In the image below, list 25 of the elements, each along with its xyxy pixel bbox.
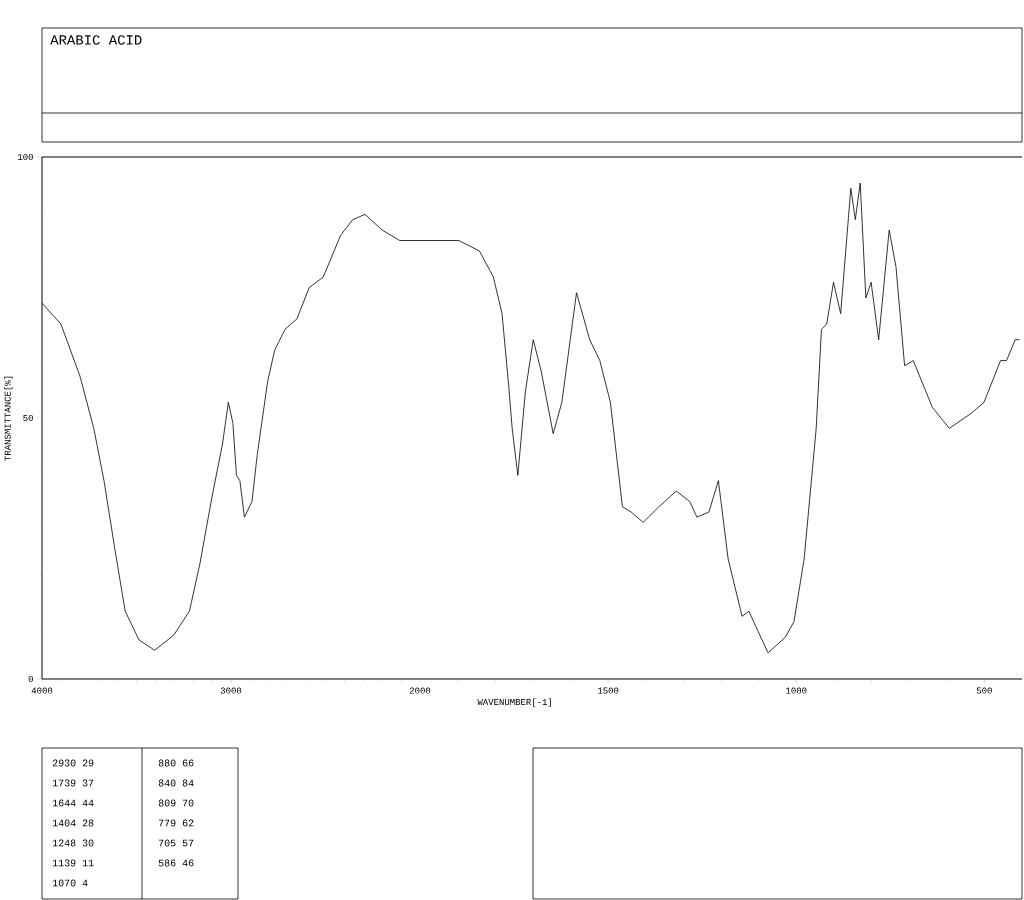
y-tick-label: 100 bbox=[17, 153, 33, 161]
text: 840 84 bbox=[158, 779, 194, 787]
text: 1248 30 bbox=[52, 839, 94, 847]
text: 2930 29 bbox=[52, 759, 94, 767]
y-tick-label: 50 bbox=[23, 414, 33, 422]
y-axis-title: TRANSMITTANCE[%] bbox=[4, 376, 13, 461]
text: 586 46 bbox=[158, 859, 194, 867]
text: 705 57 bbox=[158, 839, 194, 847]
text: 1644 44 bbox=[52, 799, 94, 807]
text: 779 62 bbox=[158, 819, 194, 827]
x-tick-label: 500 bbox=[976, 687, 992, 694]
x-axis-title: WAVENUMBER[-1] bbox=[477, 698, 551, 707]
text: 1739 37 bbox=[52, 779, 94, 787]
text: 880 66 bbox=[158, 759, 194, 767]
x-tick-label: 2000 bbox=[409, 687, 431, 694]
y-tick-label: 0 bbox=[28, 675, 33, 683]
text: 1404 28 bbox=[52, 819, 94, 827]
text: 1139 11 bbox=[52, 859, 94, 867]
text: 1070 4 bbox=[52, 879, 88, 887]
text: 809 70 bbox=[158, 799, 194, 807]
x-tick-label: 1000 bbox=[786, 687, 807, 694]
x-tick-label: 4000 bbox=[31, 687, 53, 694]
x-tick-label: 1500 bbox=[598, 687, 619, 694]
x-tick-label: 3000 bbox=[220, 687, 242, 694]
chart-title: ARABIC ACID bbox=[50, 35, 142, 45]
